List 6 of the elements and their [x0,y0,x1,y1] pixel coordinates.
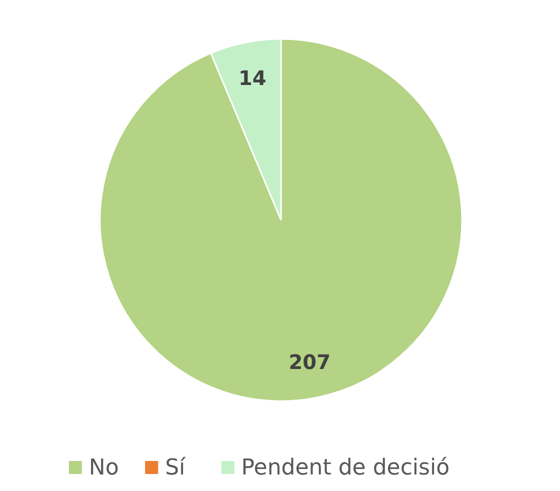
data-label: 207 [288,350,331,374]
legend-label: Pendent de decisió [241,456,450,480]
data-label: 14 [238,66,266,90]
legend-label: Sí [165,456,186,480]
pie-slice [99,38,463,402]
legend-label: No [88,456,119,480]
